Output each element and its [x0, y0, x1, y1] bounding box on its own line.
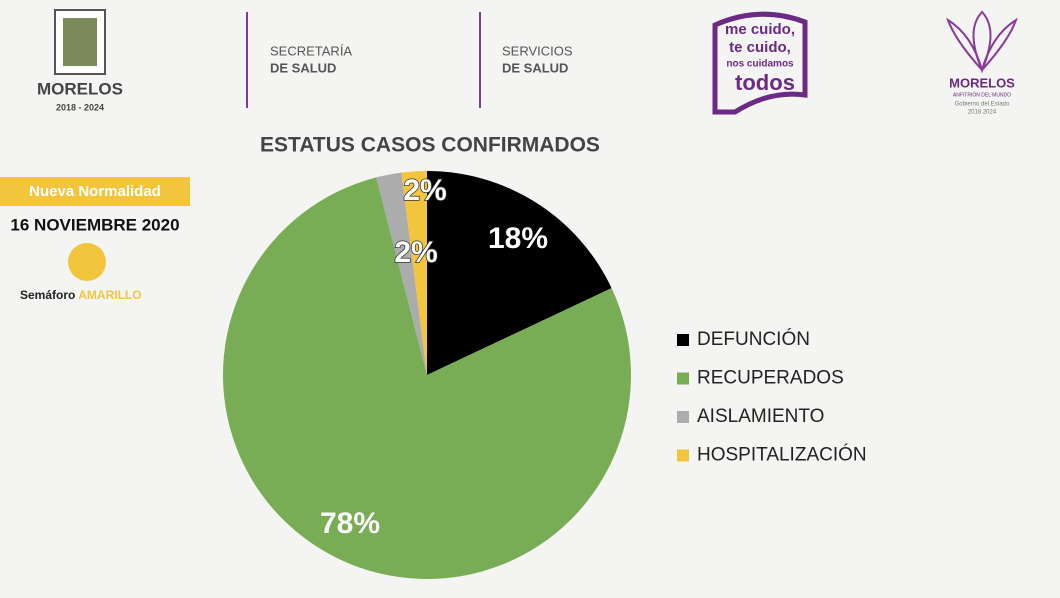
legend-swatch [677, 334, 689, 346]
pie-slice [223, 177, 632, 579]
gov-years: 2018 2024 [968, 110, 997, 116]
legend-swatch [677, 449, 689, 462]
gov-logo [946, 10, 1018, 74]
state-name: MORELOS [37, 79, 123, 98]
gov-name: MORELOS [949, 75, 1015, 90]
semaforo-label: Semáforo [20, 288, 75, 302]
state-years: 2018 - 2024 [56, 102, 104, 112]
data-label: 2% [394, 236, 437, 269]
data-label: 18% [488, 222, 548, 255]
badge-text: Nueva Normalidad [29, 183, 161, 200]
legend-label: RECUPERADOS [697, 368, 844, 389]
campaign-text: me cuido, [725, 21, 795, 38]
legend-swatch [677, 411, 689, 423]
legend-label: HOSPITALIZACIÓN [697, 444, 867, 466]
semaforo-text: Semáforo AMARILLO [20, 288, 142, 302]
pie-slice [401, 171, 427, 375]
campaign-text: te cuido, [729, 39, 791, 56]
servicios: DE SALUD [502, 60, 568, 75]
state-logo [54, 9, 106, 75]
data-label: 78% [320, 507, 380, 540]
gov-motto: ANFITRIÓN DEL MUNDO [953, 91, 1011, 98]
semaforo-light [68, 243, 106, 281]
semaforo-color: AMARILLO [78, 288, 141, 302]
campaign-frame [712, 11, 808, 115]
servicios: SERVICIOS [502, 43, 573, 58]
legend-swatch [677, 372, 689, 385]
secretaria: DE SALUD [270, 60, 336, 75]
badge [0, 177, 190, 206]
date: 16 NOVIEMBRE 2020 [10, 215, 179, 234]
gov-sub: Gobierno del Estado [955, 102, 1010, 108]
pie-slice [376, 172, 427, 375]
legend-label: DEFUNCIÓN [697, 328, 810, 350]
legend-label: AISLAMIENTO [697, 406, 824, 427]
pie-slice [427, 171, 612, 375]
secretaria: SECRETARÍA [270, 43, 352, 58]
campaign-text: nos cuidamos [726, 59, 794, 70]
chart-title: ESTATUS CASOS CONFIRMADOS [260, 134, 600, 157]
data-label: 2% [403, 174, 446, 207]
campaign-text: todos [735, 70, 795, 95]
